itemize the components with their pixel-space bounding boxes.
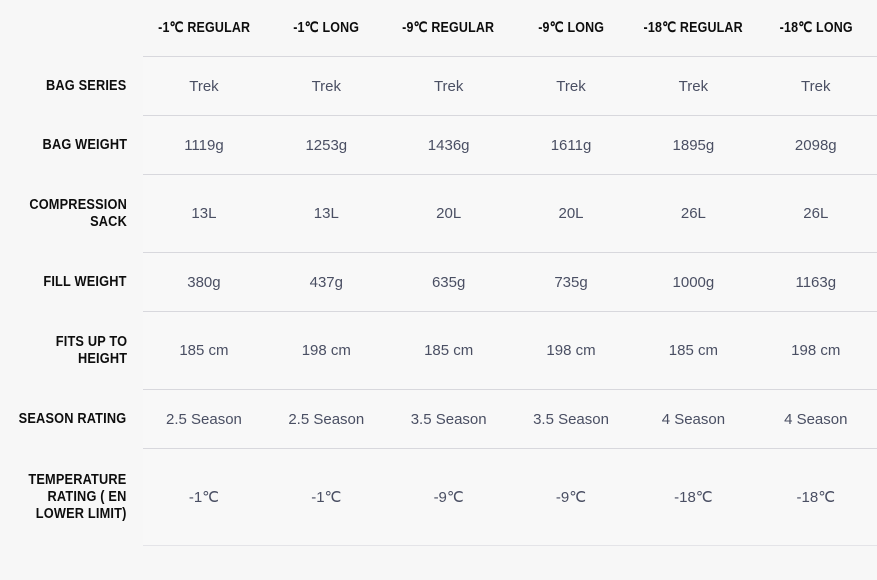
cell-bag-series-1: Trek — [142, 56, 266, 116]
cell-bag-weight-5: 1895g — [632, 115, 755, 175]
cell-bag-series-5: Trek — [632, 56, 755, 116]
table-row: FILL WEIGHT 380g 437g 635g 735g 1000g 11… — [0, 252, 877, 312]
row-label-line: SACK — [89, 213, 127, 230]
cell-compression-sack-2: 13L — [265, 174, 388, 253]
header-corner-cell — [0, 0, 143, 57]
cell-bag-series-4: Trek — [509, 56, 633, 116]
cell-fits-height-1: 185 cm — [142, 311, 266, 390]
row-label-line: HEIGHT — [77, 350, 127, 367]
row-label-line: BAG WEIGHT — [42, 136, 127, 153]
row-label-fill-weight: FILL WEIGHT — [0, 252, 143, 312]
column-header-3: -9℃ REGULAR — [402, 20, 495, 36]
row-label-temperature-rating: TEMPERATURE RATING ( EN LOWER LIMIT) — [0, 448, 143, 546]
cell-bag-weight-4: 1611g — [509, 115, 633, 175]
cell-temperature-rating-6: -18℃ — [754, 448, 877, 546]
cell-compression-sack-5: 26L — [632, 174, 755, 253]
cell-compression-sack-6: 26L — [754, 174, 877, 253]
cell-bag-weight-1: 1119g — [142, 115, 266, 175]
table-row: FITS UP TO HEIGHT 185 cm 198 cm 185 cm 1… — [0, 311, 877, 390]
cell-fill-weight-2: 437g — [265, 252, 388, 312]
row-label-line: LOWER LIMIT) — [36, 505, 127, 522]
cell-compression-sack-3: 20L — [387, 174, 510, 253]
cell-season-rating-2: 2.5 Season — [265, 389, 388, 449]
row-label-line: SEASON RATING — [19, 410, 127, 427]
table-body: BAG SERIES Trek Trek Trek Trek Trek Trek… — [0, 56, 877, 546]
column-header-4: -9℃ LONG — [538, 20, 605, 36]
cell-fits-height-6: 198 cm — [754, 311, 877, 390]
cell-bag-weight-6: 2098g — [754, 115, 877, 175]
header-row: -1℃ REGULAR -1℃ LONG -9℃ REGULAR -9℃ LON… — [0, 0, 877, 57]
table-row: BAG SERIES Trek Trek Trek Trek Trek Trek — [0, 56, 877, 116]
cell-bag-series-2: Trek — [265, 56, 388, 116]
cell-fill-weight-5: 1000g — [632, 252, 755, 312]
table-row: BAG WEIGHT 1119g 1253g 1436g 1611g 1895g… — [0, 115, 877, 175]
row-label-fits-up-to-height: FITS UP TO HEIGHT — [0, 311, 143, 390]
cell-temperature-rating-1: -1℃ — [142, 448, 266, 546]
cell-fits-height-4: 198 cm — [509, 311, 633, 390]
cell-fill-weight-1: 380g — [142, 252, 266, 312]
table-header: -1℃ REGULAR -1℃ LONG -9℃ REGULAR -9℃ LON… — [0, 0, 877, 57]
column-header-2: -1℃ LONG — [293, 20, 360, 36]
cell-bag-series-3: Trek — [387, 56, 510, 116]
cell-bag-weight-2: 1253g — [265, 115, 388, 175]
cell-compression-sack-1: 13L — [142, 174, 266, 253]
row-label-line: FITS UP TO — [55, 333, 127, 350]
table-row: COMPRESSION SACK 13L 13L 20L 20L 26L 26L — [0, 174, 877, 253]
cell-season-rating-6: 4 Season — [754, 389, 877, 449]
cell-fits-height-3: 185 cm — [387, 311, 510, 390]
row-label-line: BAG SERIES — [46, 77, 127, 94]
cell-temperature-rating-4: -9℃ — [509, 448, 633, 546]
spec-comparison-table: -1℃ REGULAR -1℃ LONG -9℃ REGULAR -9℃ LON… — [0, 0, 877, 546]
cell-fill-weight-3: 635g — [387, 252, 510, 312]
row-label-compression-sack: COMPRESSION SACK — [0, 174, 143, 253]
row-label-season-rating: SEASON RATING — [0, 389, 143, 449]
column-header-1: -1℃ REGULAR — [157, 20, 251, 36]
cell-compression-sack-4: 20L — [509, 174, 633, 253]
row-label-line: RATING ( EN — [47, 488, 127, 505]
row-label-bag-weight: BAG WEIGHT — [0, 115, 143, 175]
cell-fill-weight-4: 735g — [509, 252, 633, 312]
cell-season-rating-4: 3.5 Season — [509, 389, 633, 449]
row-label-line: TEMPERATURE — [28, 471, 127, 488]
cell-temperature-rating-3: -9℃ — [387, 448, 510, 546]
cell-fits-height-2: 198 cm — [265, 311, 388, 390]
column-header-5: -18℃ REGULAR — [643, 20, 743, 36]
row-label-line: COMPRESSION — [29, 196, 127, 213]
cell-fits-height-5: 185 cm — [632, 311, 755, 390]
cell-temperature-rating-2: -1℃ — [265, 448, 388, 546]
cell-fill-weight-6: 1163g — [754, 252, 877, 312]
cell-bag-weight-3: 1436g — [387, 115, 510, 175]
cell-season-rating-3: 3.5 Season — [387, 389, 510, 449]
table-row: SEASON RATING 2.5 Season 2.5 Season 3.5 … — [0, 389, 877, 449]
row-label-line: FILL WEIGHT — [43, 273, 127, 290]
cell-bag-series-6: Trek — [754, 56, 877, 116]
table-row: TEMPERATURE RATING ( EN LOWER LIMIT) -1℃… — [0, 448, 877, 546]
row-label-bag-series: BAG SERIES — [0, 56, 143, 116]
cell-season-rating-1: 2.5 Season — [142, 389, 266, 449]
column-header-6: -18℃ LONG — [779, 20, 853, 36]
cell-temperature-rating-5: -18℃ — [632, 448, 755, 546]
cell-season-rating-5: 4 Season — [632, 389, 755, 449]
